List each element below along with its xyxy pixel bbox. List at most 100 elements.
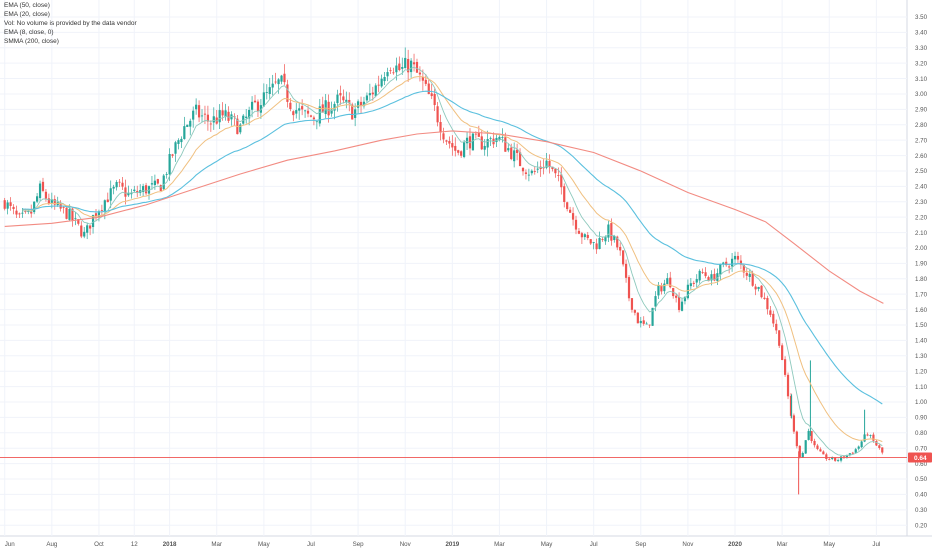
candle-body — [495, 137, 498, 143]
candle-body — [442, 133, 445, 140]
candle-body — [713, 273, 716, 281]
x-tick-label: 2020 — [728, 541, 742, 548]
candle-body — [839, 456, 843, 461]
candle-body — [595, 243, 598, 250]
candle-body — [421, 76, 424, 81]
candle-body — [772, 313, 775, 324]
candle-body — [689, 283, 692, 287]
candle-body — [262, 92, 265, 107]
candle-body — [598, 238, 601, 249]
candle-body — [430, 93, 433, 97]
candle-body — [872, 434, 875, 441]
candle-body — [439, 121, 442, 133]
candle-body — [804, 440, 807, 454]
candle-body — [836, 460, 840, 461]
candle-body — [710, 274, 713, 281]
candle-body — [295, 110, 298, 114]
y-tick-label: 2.50 — [915, 168, 928, 175]
candle-body — [62, 207, 65, 209]
candle-body — [324, 100, 327, 115]
candle-body — [74, 218, 77, 220]
candle-body — [30, 211, 33, 214]
x-tick-label: Sep — [635, 541, 647, 548]
candle-body — [312, 117, 316, 120]
candle-body — [725, 261, 728, 266]
candle-body — [409, 60, 413, 73]
ema20-line — [22, 75, 883, 443]
candle-body — [530, 170, 533, 174]
candle-body — [563, 186, 566, 202]
y-tick-label: 2.00 — [915, 245, 928, 252]
legend-volume[interactable]: Vol: No volume is provided by the data v… — [4, 19, 137, 27]
candle-body — [162, 175, 165, 190]
candle-body — [180, 138, 183, 143]
candle-body — [433, 93, 436, 106]
legend-ema8[interactable]: EMA (8, close, 0) — [4, 28, 54, 36]
candle-body — [501, 137, 504, 138]
candle-body — [21, 212, 24, 214]
legend-ema50[interactable]: EMA (50, close) — [4, 2, 50, 9]
candle-body — [94, 213, 98, 217]
candle-body — [483, 145, 486, 150]
candle-body — [333, 103, 336, 111]
x-tick-label: 12 — [131, 541, 138, 548]
candle-body — [869, 435, 872, 436]
candle-body — [86, 225, 89, 233]
candle-body — [828, 458, 831, 460]
candle-body — [851, 452, 854, 454]
candle-body — [386, 72, 389, 77]
candle-body — [792, 415, 796, 432]
candle-body — [436, 106, 439, 123]
candle-body — [651, 307, 654, 326]
x-tick-label: Nov — [682, 541, 694, 548]
y-tick-label: 1.60 — [915, 307, 928, 314]
candle-body — [65, 207, 68, 219]
candle-body — [566, 202, 569, 210]
candle-body — [775, 323, 778, 331]
candle-body — [801, 453, 804, 458]
legend-smma200[interactable]: SMMA (200, close) — [4, 37, 59, 45]
candle-body — [627, 277, 631, 299]
candle-body — [560, 174, 563, 188]
y-tick-label: 1.80 — [915, 276, 928, 283]
candle-body — [878, 445, 881, 448]
candle-body — [781, 345, 784, 361]
candle-body — [748, 273, 751, 278]
candle-body — [306, 110, 310, 114]
y-tick-label: 0.90 — [915, 415, 928, 422]
candle-body — [242, 115, 245, 124]
candle-body — [253, 100, 257, 103]
candle-body — [15, 210, 18, 215]
candle-body — [345, 99, 348, 102]
legend-ema20[interactable]: EMA (20, close) — [4, 10, 50, 18]
candle-body — [27, 210, 30, 212]
candle-body — [97, 211, 101, 218]
candle-body — [418, 72, 422, 75]
candle-body — [533, 171, 536, 172]
candle-body — [480, 136, 483, 150]
candle-body — [816, 445, 819, 450]
candle-body — [677, 296, 681, 311]
candle-body — [206, 114, 210, 122]
candle-body — [692, 282, 695, 284]
candle-body — [106, 199, 109, 203]
candle-body — [100, 210, 103, 211]
candle-body — [722, 262, 725, 265]
candle-body — [407, 58, 410, 73]
candle-body — [757, 287, 760, 289]
candle-body — [813, 440, 816, 446]
candle-body — [183, 126, 186, 139]
candle-body — [9, 202, 12, 206]
x-tick-label: Jun — [5, 541, 16, 548]
candle-body — [156, 179, 159, 184]
y-tick-label: 0.20 — [915, 522, 928, 529]
candle-body — [124, 187, 127, 197]
candle-body — [118, 181, 121, 183]
x-tick-label: May — [258, 541, 271, 548]
candle-body — [259, 105, 263, 113]
candle-body — [277, 79, 280, 85]
candle-body — [71, 208, 74, 221]
candle-body — [460, 151, 463, 156]
